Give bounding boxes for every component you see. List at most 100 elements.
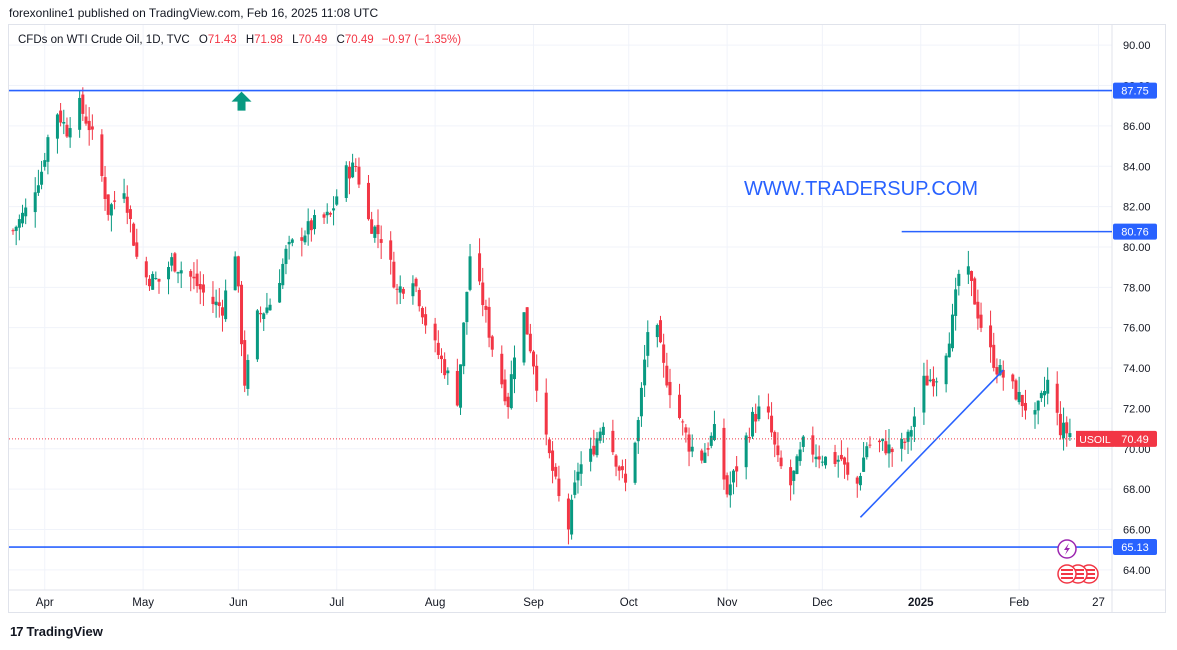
candle-body <box>303 235 307 243</box>
y-tick-label: 82.00 <box>1123 202 1151 214</box>
candle-body <box>576 471 580 481</box>
candle-body <box>36 185 40 193</box>
candle-body <box>547 439 551 454</box>
candle-body <box>865 446 869 458</box>
candle-body <box>912 416 916 427</box>
candle-body <box>1033 410 1037 415</box>
candle-body <box>1023 402 1027 411</box>
candle-body <box>706 448 710 450</box>
candle-body <box>46 137 50 162</box>
candle-body <box>995 367 999 375</box>
last-price-label: 70.49 <box>1121 434 1149 446</box>
candle-body <box>265 307 269 313</box>
candle-body <box>557 478 561 497</box>
candle-body <box>668 381 672 396</box>
candle-body <box>624 473 628 483</box>
candle-body <box>646 332 650 356</box>
y-tick-label: 78.00 <box>1123 282 1151 294</box>
candle-body <box>884 441 888 454</box>
level-price-label: 65.13 <box>1121 542 1149 554</box>
candle-body <box>976 301 980 319</box>
candle-body <box>709 435 713 446</box>
y-tick-label: 72.00 <box>1123 403 1151 415</box>
candle-body <box>439 355 443 360</box>
candle-body <box>395 288 399 290</box>
candle-body <box>81 94 85 114</box>
candle-body <box>900 438 904 449</box>
candle-body <box>262 313 266 320</box>
candle-body <box>484 305 488 310</box>
candle-body <box>309 220 313 231</box>
candle-body <box>106 194 110 215</box>
candle-body <box>839 454 843 460</box>
candle-body <box>122 193 126 199</box>
candle-body <box>224 290 228 320</box>
candle-body <box>436 342 440 355</box>
candle-body <box>135 242 139 257</box>
candle-body <box>300 237 304 241</box>
candle-body <box>1058 413 1062 436</box>
candle-body <box>240 284 244 345</box>
candle-body <box>201 284 205 293</box>
candle-body <box>109 204 113 216</box>
watermark-text: WWW.TRADERSUP.COM <box>744 178 978 200</box>
candle-body <box>633 442 637 483</box>
candle-body <box>528 333 532 352</box>
candle-body <box>754 413 758 422</box>
y-tick-label: 90.00 <box>1123 40 1151 52</box>
candle-body <box>167 267 171 280</box>
last-price-tag <box>1113 430 1157 447</box>
candle-body <box>655 325 659 338</box>
candle-body <box>1011 374 1015 382</box>
candle-body <box>798 449 802 462</box>
candle-body <box>144 261 148 278</box>
candle-body <box>722 427 726 480</box>
candle-body <box>928 379 932 382</box>
candle-body <box>147 278 151 287</box>
candle-body <box>455 370 459 406</box>
candle-body <box>132 223 136 246</box>
candle-body <box>766 406 770 413</box>
candle-body <box>179 270 183 274</box>
candle-body <box>287 241 291 245</box>
candle-body <box>776 445 780 456</box>
candle-body <box>1043 391 1047 396</box>
candle-body <box>325 211 329 216</box>
chart-frame <box>8 24 1166 613</box>
candle-body <box>957 273 961 286</box>
candle-body <box>684 427 688 433</box>
candle-body <box>690 446 694 452</box>
candle-body <box>65 124 69 137</box>
flag-stripe <box>1083 573 1095 575</box>
tradingview-footer[interactable]: 17 TradingView <box>10 624 103 639</box>
x-tick-label: Aug <box>425 597 445 609</box>
candle-body <box>40 171 44 185</box>
candle-body <box>751 411 755 437</box>
candle-body <box>113 200 117 202</box>
flag-stripe <box>1072 573 1084 575</box>
candle-body <box>17 219 21 228</box>
up-arrow-icon <box>231 91 252 111</box>
candle-body <box>487 306 491 338</box>
candle-body <box>1036 400 1040 411</box>
candle-body <box>1001 369 1005 378</box>
candle-body <box>347 166 351 179</box>
x-tick-label: Nov <box>717 597 738 609</box>
flag-stripe <box>1083 577 1095 579</box>
x-tick-label: 2025 <box>908 597 934 609</box>
candle-body <box>811 435 815 455</box>
candle-body <box>620 466 624 471</box>
candle-body <box>351 162 355 178</box>
candle-body <box>525 307 529 335</box>
symbol-legend: CFDs on WTI Crude Oil, 1D, TVC O71.43 H7… <box>18 34 461 46</box>
candle-body <box>43 160 47 167</box>
candle-body <box>992 344 996 368</box>
candle-body <box>535 365 539 391</box>
candle-body <box>881 438 885 442</box>
candle-body <box>595 438 599 456</box>
candle-body <box>868 444 872 446</box>
candle-body <box>176 272 180 274</box>
candle-body <box>858 475 862 486</box>
candle-body <box>328 212 332 215</box>
